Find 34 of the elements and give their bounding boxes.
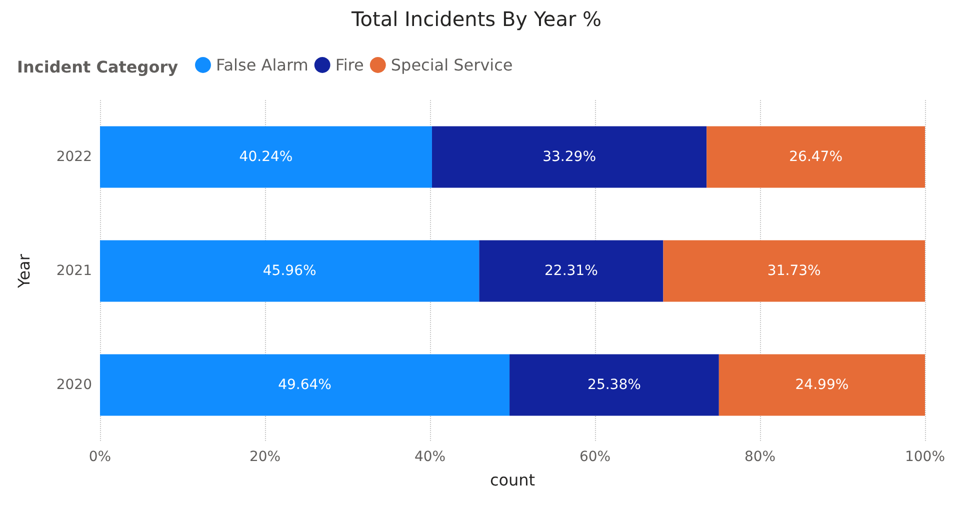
- bar: [479, 240, 664, 302]
- chart-title: Total Incidents By Year %: [350, 7, 602, 31]
- data-label: 33.29%: [542, 149, 596, 165]
- x-tick-label: 0%: [88, 449, 112, 465]
- legend-title: Incident Category: [17, 58, 179, 76]
- bar: [432, 126, 707, 188]
- data-label: 49.64%: [278, 377, 332, 393]
- data-label: 24.99%: [795, 377, 849, 393]
- y-tick-label: 2020: [56, 377, 92, 393]
- data-label: 25.38%: [588, 377, 641, 393]
- y-tick-label: 2022: [56, 149, 92, 165]
- bar: [706, 126, 925, 188]
- x-tick-label: 60%: [579, 449, 611, 465]
- bar: [100, 126, 432, 188]
- legend-label: Fire: [335, 56, 364, 74]
- legend-label: Special Service: [390, 56, 513, 74]
- legend-label: False Alarm: [216, 56, 308, 74]
- bar: [100, 354, 510, 416]
- x-tick-label: 100%: [904, 449, 946, 465]
- x-tick-label: 40%: [414, 449, 446, 465]
- data-label: 40.24%: [239, 149, 293, 165]
- y-axis-title: Year: [14, 254, 34, 289]
- bar: [100, 240, 480, 302]
- bar: [663, 240, 925, 302]
- bar: [718, 354, 925, 416]
- x-tick-label: 20%: [249, 449, 281, 465]
- data-label: 31.73%: [767, 263, 821, 279]
- x-tick-label: 80%: [744, 449, 776, 465]
- y-tick-label: 2021: [56, 263, 92, 279]
- bar: [510, 354, 719, 416]
- data-label: 45.96%: [262, 263, 316, 279]
- x-axis-title: count: [490, 470, 536, 490]
- data-label: 22.31%: [544, 263, 598, 279]
- data-label: 26.47%: [789, 149, 843, 165]
